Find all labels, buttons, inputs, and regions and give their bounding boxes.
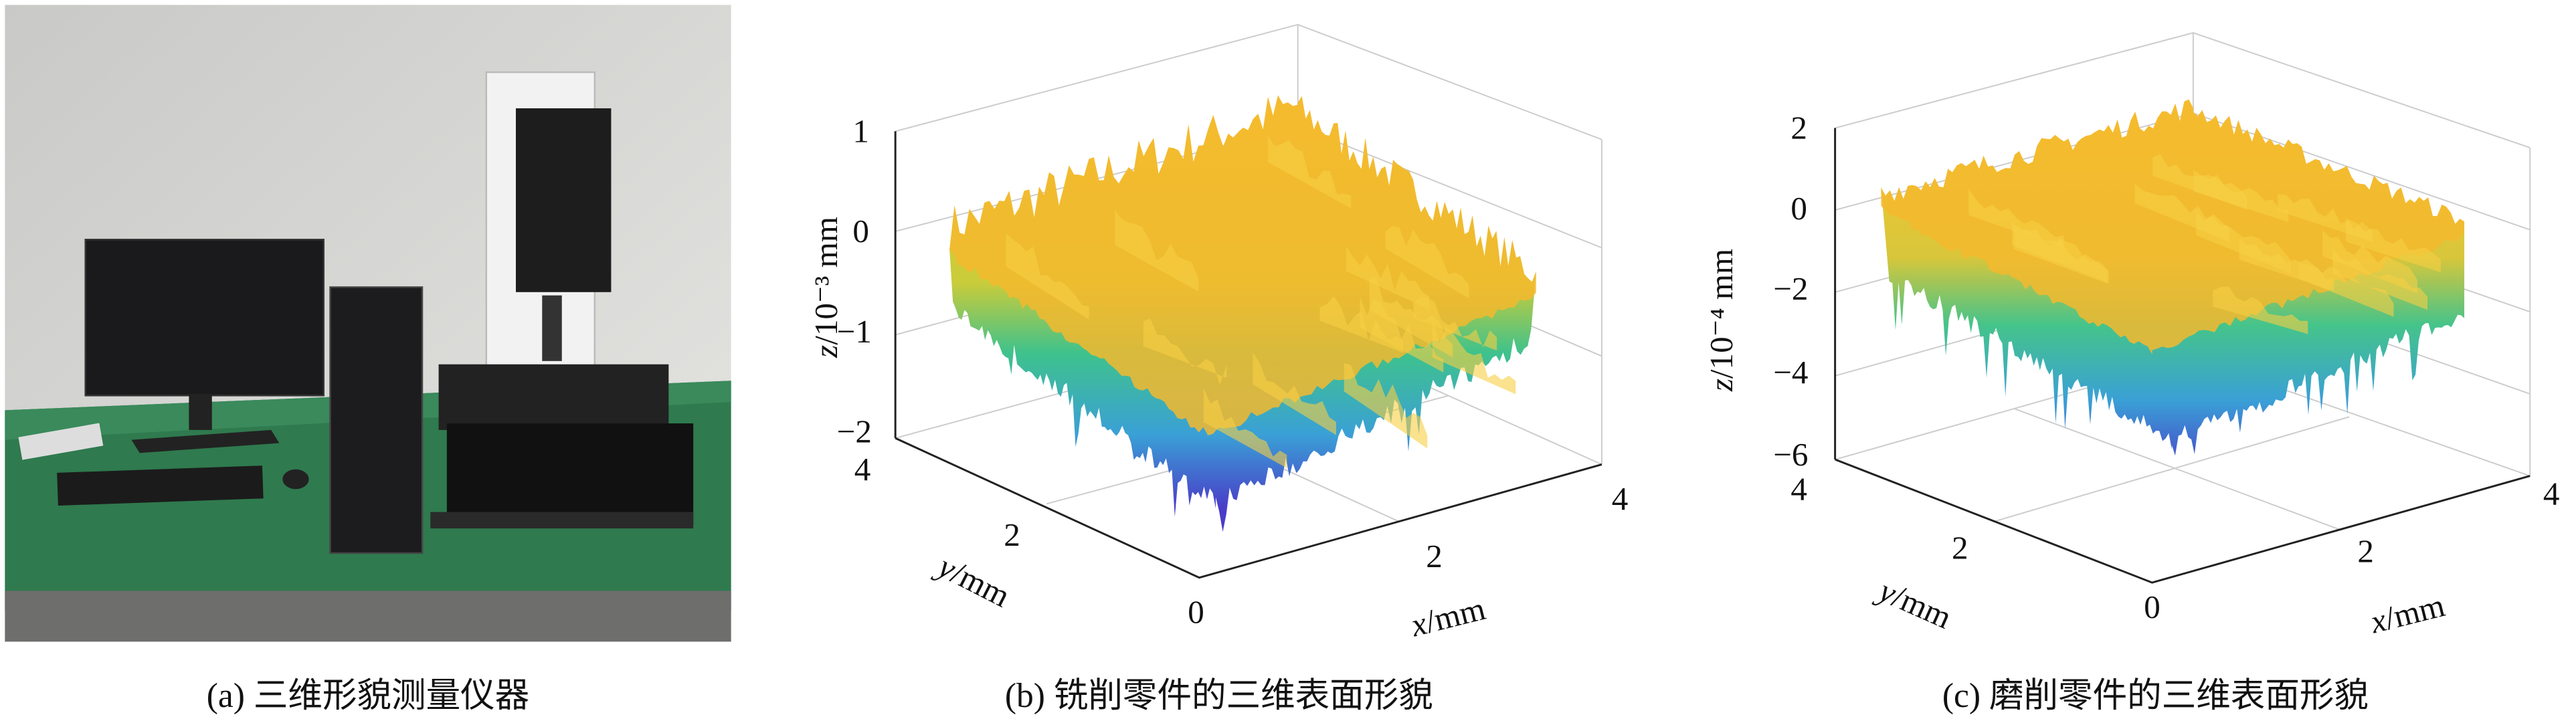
surface-ridge [1203,388,1287,468]
surface-ridge [1385,225,1469,299]
y-tick-label: 2 [1952,530,1968,566]
surface [1881,99,2465,456]
caption: (b) 铣削零件的三维表面形貌 [1005,677,1433,715]
x-tick-label: 4 [2543,476,2560,512]
surface-ridge [1267,136,1352,209]
surface-ridge [2013,224,2109,284]
x-axis-label: x/mm [2366,587,2448,641]
x-tick-label: 2 [1426,538,1443,575]
z-tick-label: −1 [837,313,872,350]
y-tick-label: 4 [854,451,871,488]
surface-ridge [2152,154,2247,210]
surface-ridge [2322,230,2418,294]
z-tick-label: −2 [1773,270,1808,307]
surface-ridge [1319,296,1404,353]
surface-ridge [1432,318,1516,395]
surface-ridge [1253,352,1336,435]
z-tick-label: −2 [837,413,872,450]
y-axis-label: y/mm [1871,570,1957,636]
x-axis-label: x/mm [1406,590,1489,644]
z-tick-label: −4 [1773,354,1808,391]
z-tick-label: −6 [1773,436,1808,473]
surface-top [949,95,1536,436]
z-tick-label: 0 [852,213,869,249]
surface-ridge [2298,259,2394,317]
y-tick-label: 4 [1790,470,1807,507]
y-tick-label: 0 [2144,589,2160,625]
surface-ridge [2196,210,2291,274]
y-tick-label: 0 [1188,593,1204,630]
surface-ridge [1006,233,1089,320]
z-axis-label: z/10⁻⁴ mm [1703,249,1740,392]
x-tick-label: 4 [1612,480,1629,517]
surface-ridge [1413,297,1497,351]
z-tick-label: 1 [852,112,869,149]
photo [5,5,731,642]
z-axis-label: z/10⁻³ mm [808,217,844,358]
y-tick-label: 2 [1004,516,1020,553]
surface-ridge [1968,189,2064,249]
surface-ridge [2278,194,2373,242]
surface-ridge [2213,286,2308,334]
surface-ridge [1369,278,1453,358]
surface-ridge [1143,318,1227,385]
surface-ridge [1346,245,1430,310]
x-tick-label: 2 [2357,533,2374,570]
caption: (c) 磨削零件的三维表面形貌 [1942,677,2369,715]
z-tick-label: 2 [1790,110,1807,146]
surface-ridge [1344,363,1428,449]
caption: (a) 三维形貌测量仪器 [207,677,529,715]
surface [949,95,1536,532]
surface-top [1881,99,2465,354]
surface-ridge [1115,210,1199,292]
y-axis-label: y/mm [929,546,1016,615]
z-tick-label: 0 [1790,190,1807,227]
